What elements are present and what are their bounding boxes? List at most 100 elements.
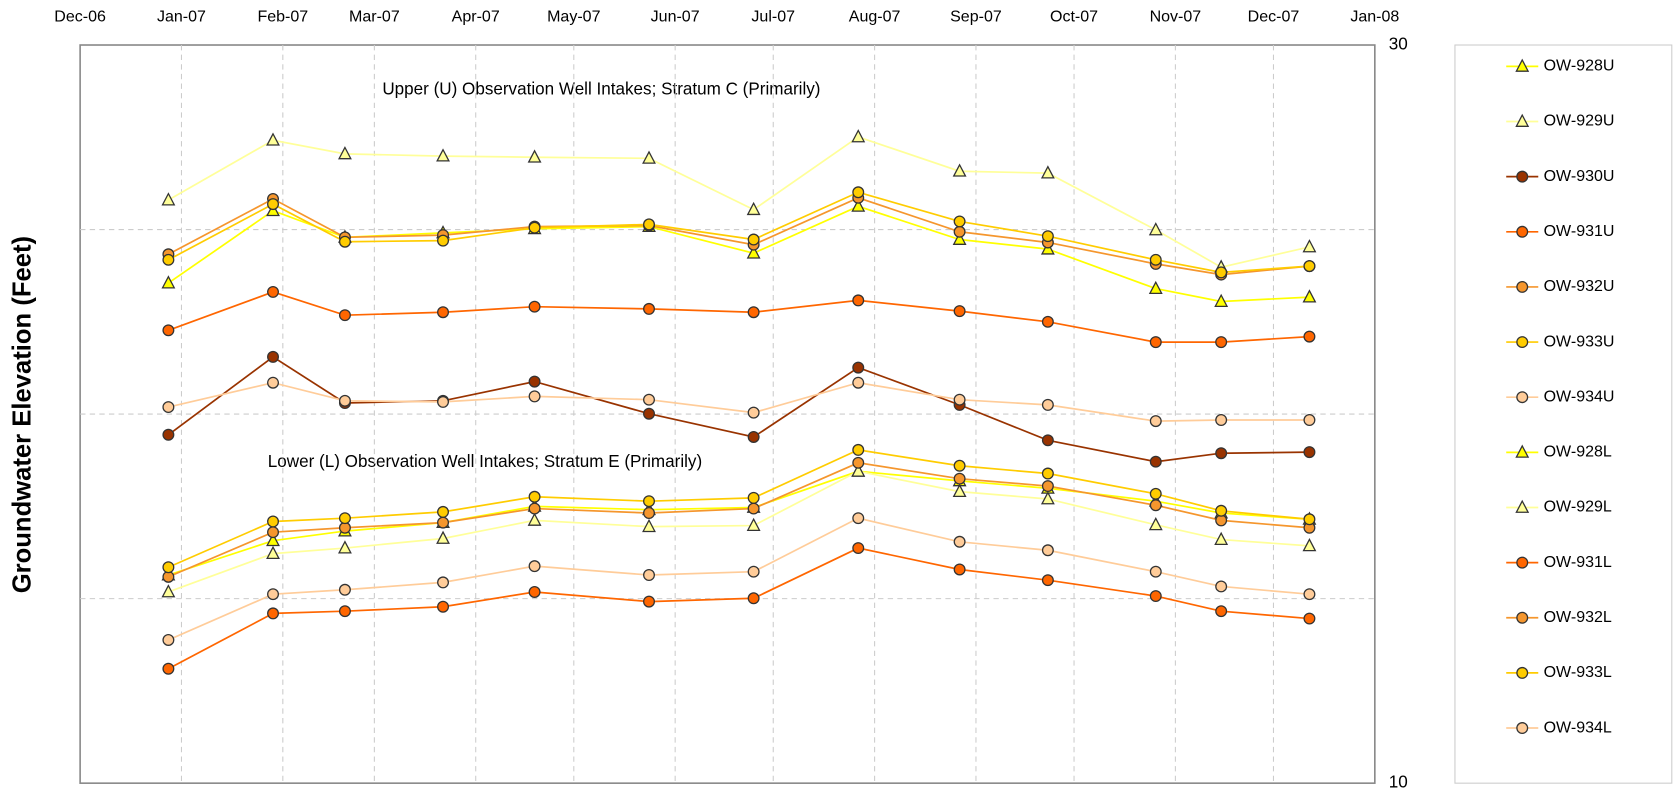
marker — [953, 215, 966, 228]
marker — [852, 456, 865, 469]
marker — [267, 607, 279, 620]
marker — [747, 565, 760, 578]
marker — [643, 507, 655, 519]
marker — [953, 225, 966, 238]
marker — [1149, 415, 1162, 428]
marker — [528, 560, 541, 573]
marker — [1302, 239, 1317, 253]
y-tick-label: 10 — [1389, 773, 1408, 792]
marker — [267, 376, 279, 389]
marker — [266, 545, 280, 560]
marker — [162, 662, 175, 675]
legend-marker — [1516, 556, 1529, 569]
marker — [1303, 260, 1316, 273]
marker — [1149, 499, 1162, 512]
marker — [1040, 165, 1055, 179]
marker — [1215, 605, 1228, 618]
legend-marker — [1516, 280, 1529, 293]
legend-label: OW-929L — [1544, 498, 1612, 516]
marker — [851, 198, 866, 212]
marker — [1303, 513, 1316, 526]
marker — [437, 234, 450, 247]
marker — [267, 515, 279, 528]
legend-marker — [1515, 444, 1530, 458]
marker — [162, 253, 175, 266]
marker — [161, 584, 176, 598]
legend-label: OW-932L — [1544, 608, 1612, 626]
marker — [1148, 222, 1163, 236]
marker — [747, 406, 760, 419]
marker — [1041, 467, 1054, 480]
marker — [1041, 480, 1054, 493]
x-tick-label: May-07 — [547, 7, 600, 25]
marker — [1215, 580, 1228, 593]
marker — [437, 395, 450, 408]
marker — [643, 569, 655, 581]
legend-marker — [1516, 336, 1529, 349]
marker — [1041, 434, 1054, 447]
legend-label: OW-928L — [1544, 443, 1612, 461]
marker — [1149, 590, 1162, 603]
legend-marker — [1515, 58, 1530, 72]
marker — [436, 148, 450, 162]
marker — [436, 530, 450, 544]
marker — [643, 595, 655, 608]
marker — [747, 491, 760, 504]
marker — [746, 201, 761, 216]
marker — [267, 588, 279, 601]
marker — [338, 512, 351, 525]
legend-label: OW-931U — [1544, 222, 1615, 240]
marker — [952, 231, 967, 245]
marker — [643, 407, 655, 420]
marker — [162, 561, 175, 574]
marker — [643, 218, 655, 231]
annotation: Lower (L) Observation Well Intakes; Stra… — [268, 452, 702, 471]
x-tick-label: Dec-07 — [1248, 7, 1300, 25]
marker — [852, 542, 865, 555]
annotation: Upper (U) Observation Well Intakes; Stra… — [382, 79, 820, 98]
marker — [161, 275, 176, 289]
marker — [747, 502, 760, 515]
marker — [437, 516, 450, 529]
marker — [1149, 455, 1162, 468]
x-tick-label: Feb-07 — [257, 7, 308, 25]
legend-marker — [1515, 113, 1530, 127]
legend-marker — [1516, 170, 1529, 183]
marker — [1303, 612, 1316, 625]
marker — [1302, 289, 1317, 303]
marker — [1149, 253, 1162, 266]
marker — [528, 586, 541, 598]
marker — [642, 150, 656, 164]
marker — [528, 502, 541, 515]
marker — [1303, 414, 1316, 426]
legend-label: OW-931L — [1544, 553, 1612, 571]
legend-marker — [1516, 391, 1529, 404]
legend-marker — [1515, 499, 1530, 513]
legend-label: OW-934L — [1544, 718, 1612, 736]
legend-marker — [1516, 225, 1529, 238]
marker — [643, 302, 655, 315]
marker — [528, 390, 541, 403]
marker — [953, 305, 966, 318]
marker — [162, 324, 175, 337]
marker — [953, 459, 966, 472]
x-tick-label: Aug-07 — [849, 7, 901, 25]
marker — [1040, 491, 1055, 505]
x-tick-label: Jun-07 — [651, 7, 700, 25]
x-tick-label: Oct-07 — [1050, 7, 1098, 25]
marker — [1149, 336, 1162, 349]
marker — [1303, 588, 1316, 601]
legend-label: OW-933U — [1544, 332, 1615, 350]
marker — [1215, 447, 1228, 460]
legend-box — [1454, 44, 1673, 784]
marker — [746, 517, 761, 532]
marker — [852, 376, 865, 389]
marker — [1302, 538, 1317, 552]
marker — [1041, 398, 1054, 411]
marker — [643, 393, 655, 406]
marker — [1148, 517, 1163, 531]
marker — [528, 300, 541, 313]
marker — [338, 146, 352, 160]
